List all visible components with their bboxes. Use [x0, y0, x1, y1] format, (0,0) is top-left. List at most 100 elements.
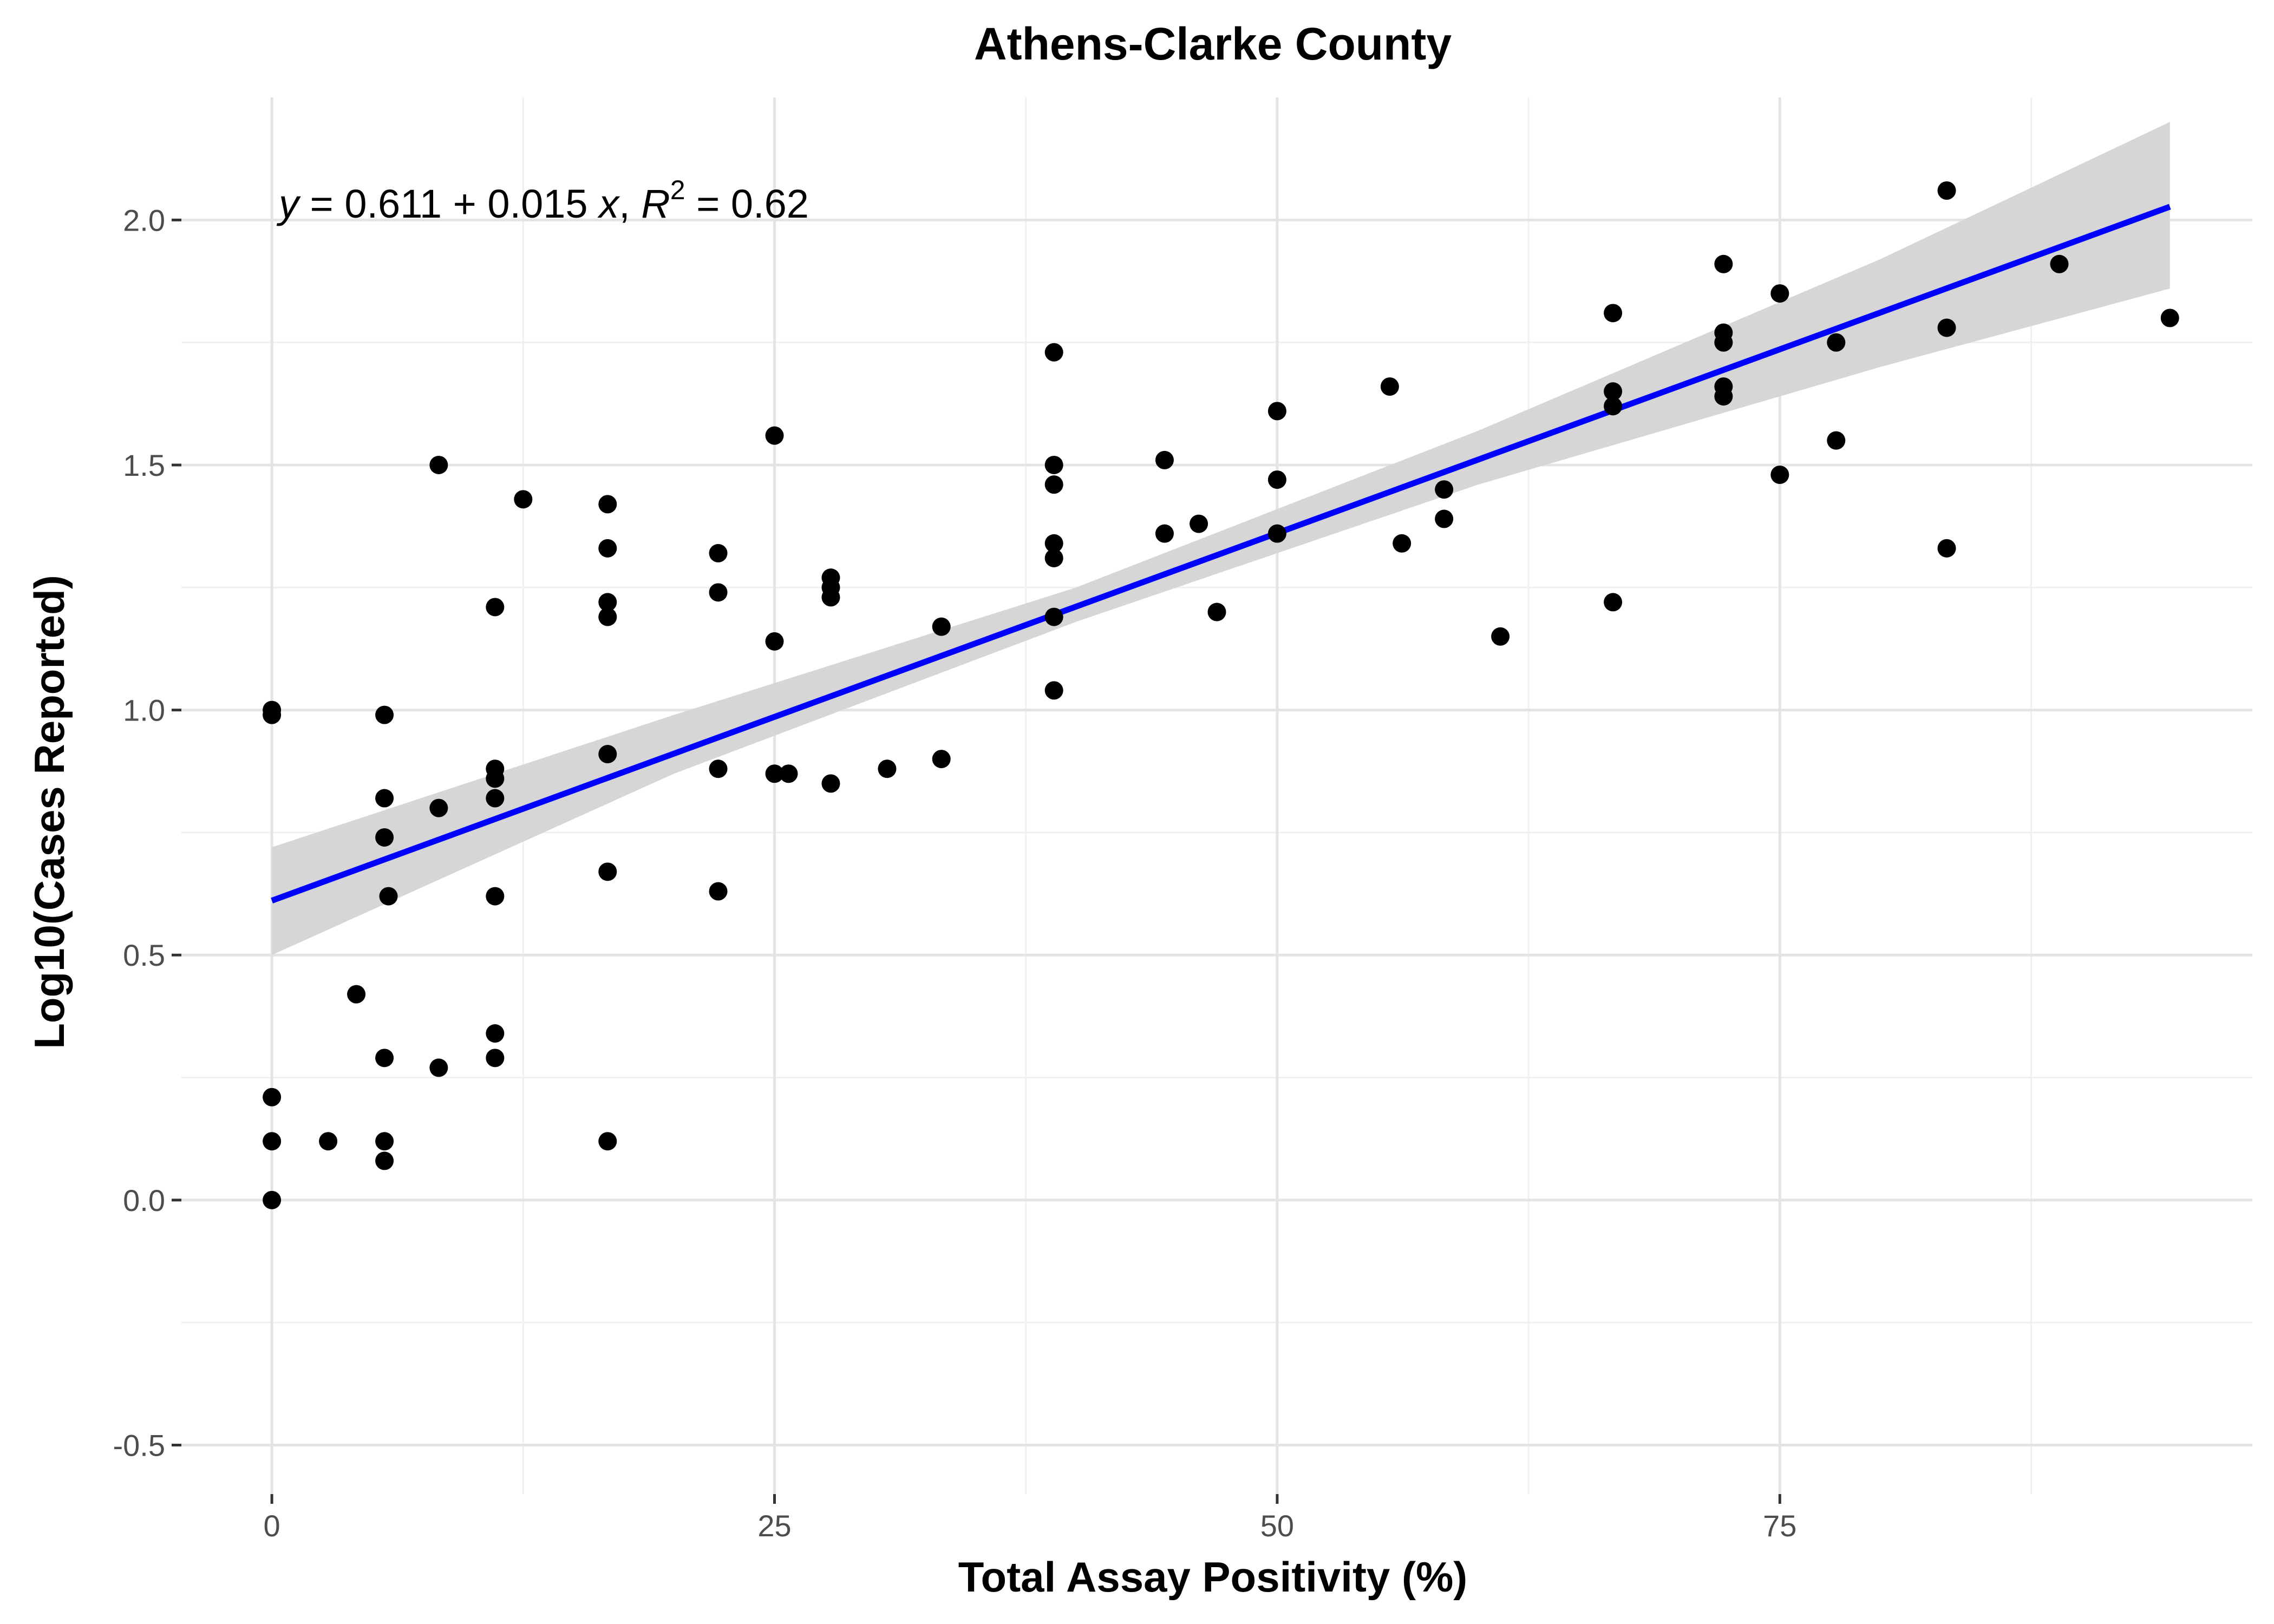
equation-r-value: = 0.62: [685, 181, 809, 226]
data-point: [1604, 382, 1623, 401]
data-point: [1267, 402, 1286, 421]
equation-intercept: = 0.611: [299, 181, 442, 226]
data-point: [1827, 431, 1846, 450]
confidence-band-area: [272, 122, 2170, 955]
data-point: [1435, 509, 1454, 528]
data-point: [375, 1151, 394, 1170]
y-tick-label: 1.0: [123, 693, 165, 728]
data-point: [1044, 343, 1063, 362]
data-point: [878, 759, 897, 778]
data-point: [1393, 534, 1412, 553]
data-point: [598, 593, 617, 612]
data-point: [319, 1132, 338, 1151]
data-point: [1937, 318, 1956, 337]
data-point: [2160, 309, 2179, 328]
data-point: [821, 774, 840, 793]
data-point: [1267, 524, 1286, 543]
data-point: [1937, 181, 1956, 200]
axes: -0.5 0.0 0.5 1.0 1.5 2.0 0 25 50 75: [113, 203, 1797, 1543]
data-point: [765, 764, 784, 783]
equation-plus: +: [442, 181, 487, 226]
data-point: [1044, 681, 1063, 700]
data-point: [375, 828, 394, 847]
data-point: [598, 1132, 617, 1151]
data-point: [1207, 603, 1226, 621]
data-point: [598, 495, 617, 514]
data-point: [263, 705, 282, 724]
data-point: [1604, 304, 1623, 323]
data-point: [429, 1058, 448, 1077]
equation-comma: ,: [619, 181, 641, 226]
data-point: [1770, 284, 1789, 303]
y-tick-label: 1.5: [123, 448, 165, 482]
regression-line-group: [271, 204, 2171, 903]
data-point: [765, 632, 784, 651]
data-point: [263, 1088, 282, 1106]
y-tick-label: 0.0: [123, 1183, 165, 1217]
data-point: [486, 769, 505, 788]
data-point: [932, 750, 951, 769]
data-point: [779, 764, 798, 783]
data-point: [1827, 333, 1846, 352]
data-point: [1604, 593, 1623, 612]
data-point: [1044, 455, 1063, 474]
x-tick-label: 25: [757, 1509, 791, 1543]
data-point: [347, 985, 366, 1004]
data-point: [429, 798, 448, 817]
chart-title: Athens-Clarke County: [974, 18, 1452, 69]
data-point: [1044, 475, 1063, 494]
data-point: [1714, 333, 1733, 352]
data-point: [1604, 397, 1623, 416]
data-point: [709, 759, 728, 778]
data-point: [821, 588, 840, 607]
x-tick-label: 0: [264, 1509, 280, 1543]
data-point: [598, 607, 617, 626]
y-tick-label: 0.5: [123, 938, 165, 972]
data-point: [375, 1132, 394, 1151]
equation-coef: 0.015: [487, 181, 599, 226]
data-point: [1190, 514, 1208, 533]
y-tick-label: -0.5: [113, 1428, 166, 1462]
data-point: [486, 1049, 505, 1068]
data-point: [263, 1132, 282, 1151]
data-point: [375, 705, 394, 724]
data-point: [263, 1190, 282, 1209]
data-point: [1380, 377, 1399, 396]
data-point: [1491, 627, 1510, 646]
data-points: [263, 181, 2179, 1209]
data-point: [1267, 470, 1286, 489]
data-point: [598, 862, 617, 881]
data-point: [1770, 466, 1789, 484]
equation-y-var: y: [276, 181, 301, 226]
x-tick-label: 75: [1763, 1509, 1796, 1543]
data-point: [709, 543, 728, 562]
data-point: [1044, 548, 1063, 567]
y-tick-label: 2.0: [123, 203, 165, 237]
data-point: [1044, 607, 1063, 626]
data-point: [375, 1049, 394, 1068]
data-point: [1714, 387, 1733, 406]
data-point: [486, 887, 505, 906]
data-point: [1714, 254, 1733, 273]
data-point: [598, 745, 617, 764]
data-point: [1044, 534, 1063, 553]
data-point: [1155, 524, 1174, 543]
data-point: [486, 598, 505, 617]
confidence-band: [272, 122, 2170, 955]
data-point: [1155, 450, 1174, 469]
data-point: [486, 789, 505, 808]
data-point: [709, 583, 728, 602]
data-point: [486, 1024, 505, 1043]
data-point: [379, 887, 398, 906]
equation-x-var: x: [597, 181, 620, 226]
equation-r-superscript: 2: [670, 175, 685, 205]
data-point: [1937, 539, 1956, 558]
data-point: [514, 490, 533, 509]
x-tick-label: 50: [1260, 1509, 1294, 1543]
y-axis-title: Log10(Cases Reported): [25, 575, 73, 1049]
data-point: [765, 426, 784, 445]
equation-r-var: R: [641, 181, 670, 226]
data-point: [2050, 254, 2069, 273]
